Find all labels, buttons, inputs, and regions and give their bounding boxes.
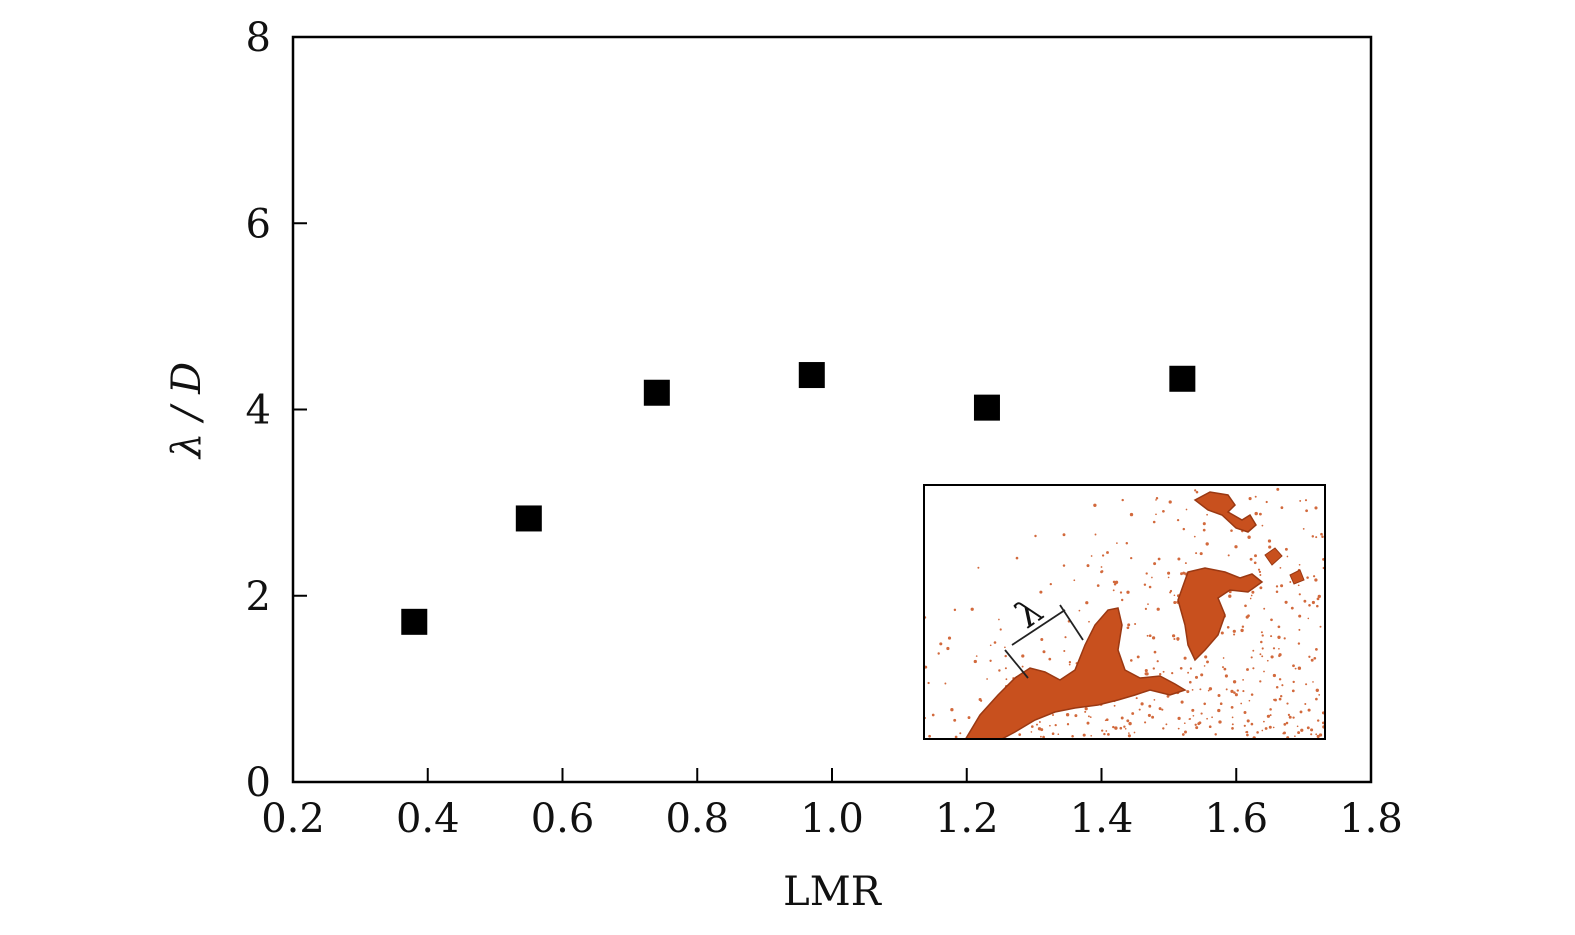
x-tick-label: 1.0 <box>800 796 864 842</box>
x-tick-label: 1.4 <box>1070 796 1134 842</box>
inset-image: λ <box>923 484 1326 740</box>
x-tick-label: 0.8 <box>665 796 729 842</box>
data-point <box>798 362 825 389</box>
data-point <box>401 608 428 635</box>
y-tick-label: 8 <box>246 15 271 61</box>
y-axis-title: λ / D <box>164 362 210 460</box>
jet-surface <box>965 607 1187 738</box>
x-tick-label: 1.2 <box>935 796 999 842</box>
x-tick-label: 0.4 <box>396 796 460 842</box>
y-tick-label: 0 <box>246 760 271 806</box>
y-tick-label: 6 <box>246 201 271 247</box>
jet-plume-2 <box>1193 491 1257 533</box>
x-axis: 0.2 0.4 0.6 0.8 1.0 1.2 1.4 1.6 1.8 <box>261 768 1403 842</box>
data-point <box>1169 365 1196 392</box>
x-tick-label: 1.6 <box>1204 796 1268 842</box>
data-point <box>515 505 542 532</box>
x-tick-label: 1.8 <box>1339 796 1403 842</box>
jet-plume-1 <box>1177 567 1264 662</box>
y-tick-label: 4 <box>246 388 271 434</box>
y-tick-label: 2 <box>246 574 271 620</box>
x-tick-label: 0.2 <box>261 796 325 842</box>
data-point <box>973 394 1000 421</box>
jet-plume-3 <box>1264 547 1305 585</box>
x-tick-label: 0.6 <box>531 796 595 842</box>
inset-frame <box>923 484 1326 740</box>
x-axis-title: LMR <box>783 869 883 915</box>
data-point <box>643 379 670 406</box>
data-markers <box>401 362 1196 635</box>
y-axis: 0 2 4 6 8 <box>246 15 307 806</box>
